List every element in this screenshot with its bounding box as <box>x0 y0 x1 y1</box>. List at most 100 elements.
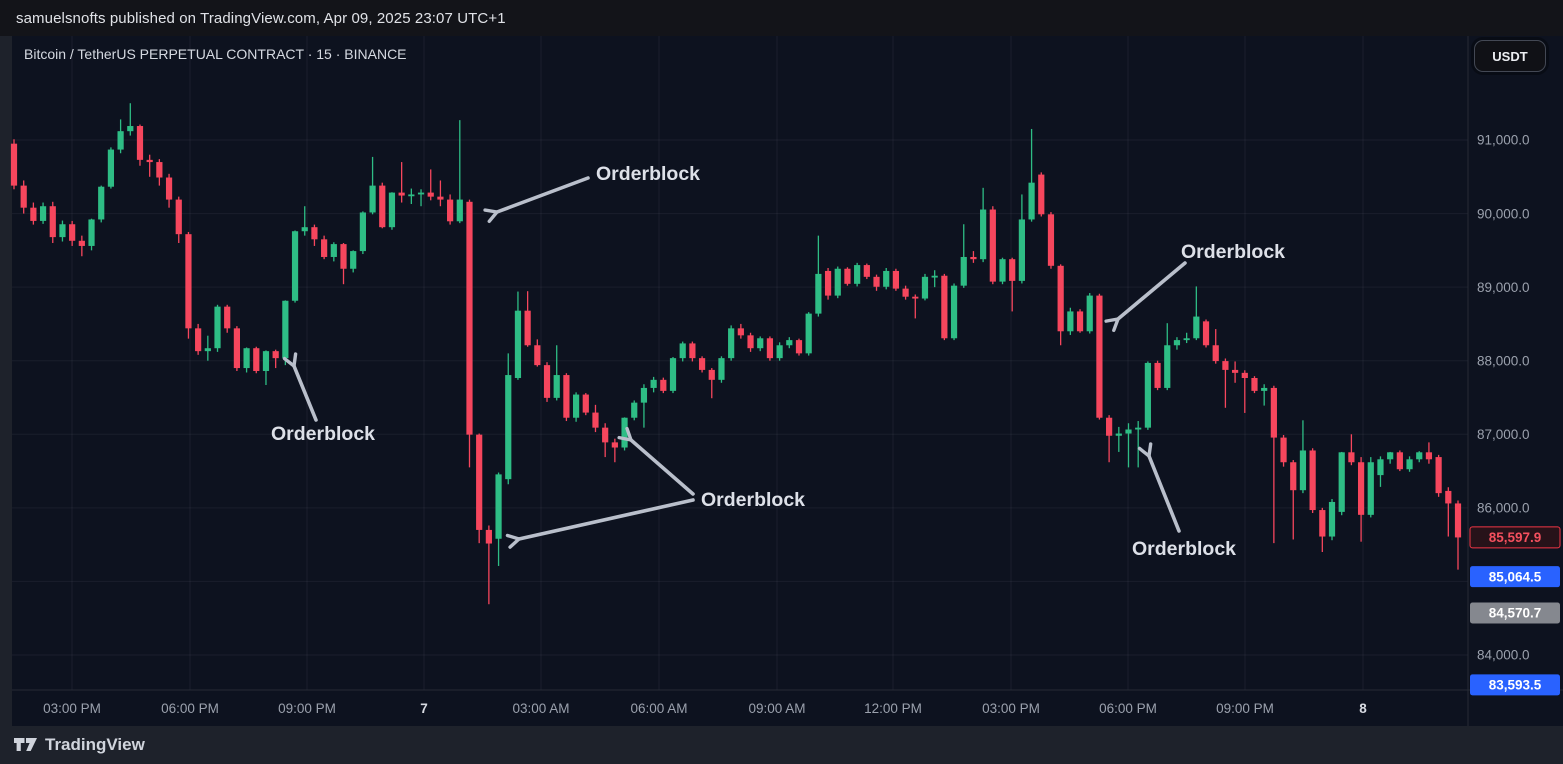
candle-up <box>631 402 638 418</box>
candle-up <box>1193 316 1200 339</box>
candle-up <box>1387 452 1394 460</box>
tradingview-brand-text[interactable]: TradingView <box>45 735 145 754</box>
orderblock-annotation[interactable]: Orderblock <box>271 352 375 445</box>
attribution-text: samuelsnofts published on TradingView.co… <box>16 9 506 27</box>
candle-down <box>698 358 706 370</box>
price-marker-value: 85,064.5 <box>1489 569 1542 584</box>
orderblock-annotation[interactable]: Orderblock <box>1104 241 1285 333</box>
tradingview-logo-icon[interactable] <box>14 737 38 754</box>
candle-down <box>1309 450 1316 511</box>
time-axis-label: 8 <box>1359 701 1367 716</box>
candle-down <box>476 434 483 530</box>
candle-up <box>262 351 270 372</box>
candle-up <box>650 379 657 388</box>
orderblock-annotation[interactable]: Orderblock <box>505 426 805 549</box>
candle-down <box>824 270 832 296</box>
candle-up <box>921 276 929 299</box>
candle-down <box>1202 321 1210 346</box>
candle-down <box>1251 377 1258 391</box>
price-marker-badge <box>1470 602 1560 624</box>
time-axis-label: 12:00 PM <box>864 701 922 716</box>
candle-up <box>1067 311 1074 332</box>
candle-down <box>175 199 182 235</box>
orderblock-label[interactable]: Orderblock <box>701 489 805 511</box>
price-marker-value: 83,593.5 <box>1489 678 1542 693</box>
candle-up <box>98 186 105 220</box>
price-axis-label: 84,000.0 <box>1477 648 1530 663</box>
chart-area[interactable]: Bitcoin / TetherUS PERPETUAL CONTRACT · … <box>0 36 1563 726</box>
candle-up <box>669 358 677 391</box>
orderblock-label[interactable]: Orderblock <box>271 423 375 445</box>
candle-down <box>1057 265 1064 332</box>
price-axis-label: 88,000.0 <box>1477 353 1530 368</box>
candle-up <box>1164 345 1171 388</box>
orderblock-arrow[interactable] <box>505 498 695 549</box>
candle-down <box>311 227 318 240</box>
candle-up <box>514 310 522 378</box>
candle-down <box>1425 452 1433 460</box>
candle-down <box>873 276 880 287</box>
price-axis[interactable]: 91,000.0 90,000.0 89,000.0 88,000.0 87,000.0… <box>1469 133 1561 696</box>
candle-down <box>1232 369 1239 373</box>
chart-background <box>12 36 1563 726</box>
orderblock-arrow[interactable] <box>1137 442 1181 533</box>
currency-toggle-button[interactable]: USDT <box>1474 40 1546 72</box>
candle-down <box>708 369 715 380</box>
candle-down <box>660 379 667 391</box>
orderblock-arrow[interactable] <box>282 352 318 422</box>
candle-down <box>1445 490 1452 504</box>
candle-up <box>950 285 958 339</box>
candle-down <box>398 192 405 196</box>
candle-up <box>815 273 822 314</box>
candle-down <box>902 288 909 297</box>
candle-down <box>1154 362 1161 388</box>
candle-up <box>572 394 580 418</box>
time-axis[interactable]: 03:00 PM 06:00 PM 09:00 PM 7 03:00 AM 06:00 A… <box>43 701 1367 716</box>
candle-up <box>1086 295 1093 332</box>
candle-up <box>301 227 308 232</box>
candle-up <box>1018 219 1025 281</box>
orderblock-arrow[interactable] <box>483 176 590 223</box>
candle-down <box>253 348 260 372</box>
candle-down <box>1076 311 1084 332</box>
candle-up <box>553 375 560 398</box>
candlestick-chart[interactable]: 03:00 PM 06:00 PM 09:00 PM 7 03:00 AM 06:00 A… <box>0 36 1563 726</box>
orderblock-arrow[interactable] <box>617 426 695 496</box>
candle-up <box>854 265 861 284</box>
time-axis-label: 7 <box>420 701 428 716</box>
annotations-layer[interactable]: Orderblock Orderblock Orderblock Orderblock… <box>271 163 1285 560</box>
orderblock-label[interactable]: Orderblock <box>1132 538 1236 560</box>
footer-bar: TradingView <box>0 726 1563 764</box>
candle-down <box>10 143 18 186</box>
candle-down <box>185 234 192 329</box>
orderblock-annotation[interactable]: Orderblock <box>1132 442 1236 560</box>
candle-down <box>524 310 531 346</box>
candle-down <box>379 185 386 228</box>
candle-up <box>621 417 628 448</box>
orderblock-label[interactable]: Orderblock <box>596 163 700 185</box>
orderblock-annotation[interactable]: Orderblock <box>483 163 700 223</box>
candle-up <box>350 251 357 269</box>
candle-up <box>214 306 221 349</box>
candle-up <box>1299 450 1307 491</box>
candle-up <box>505 375 512 480</box>
candle-down <box>1435 457 1442 494</box>
candle-down <box>863 265 870 277</box>
candle-up <box>883 270 890 287</box>
candle-up <box>1183 338 1190 341</box>
candle-up <box>1135 427 1142 430</box>
candle-down <box>582 394 589 413</box>
price-marker-blue: 83,593.5 <box>1470 674 1560 696</box>
orderblock-arrow[interactable] <box>1104 261 1187 333</box>
candle-down <box>1454 503 1462 538</box>
candle-down <box>156 162 163 178</box>
candle-up <box>408 194 415 197</box>
candle-up <box>776 345 783 359</box>
orderblock-label[interactable]: Orderblock <box>1181 241 1285 263</box>
candle-down <box>941 275 948 339</box>
candle-down <box>224 306 231 329</box>
time-axis-label: 06:00 AM <box>630 701 687 716</box>
candle-up <box>805 313 812 354</box>
candle-down <box>30 207 37 221</box>
